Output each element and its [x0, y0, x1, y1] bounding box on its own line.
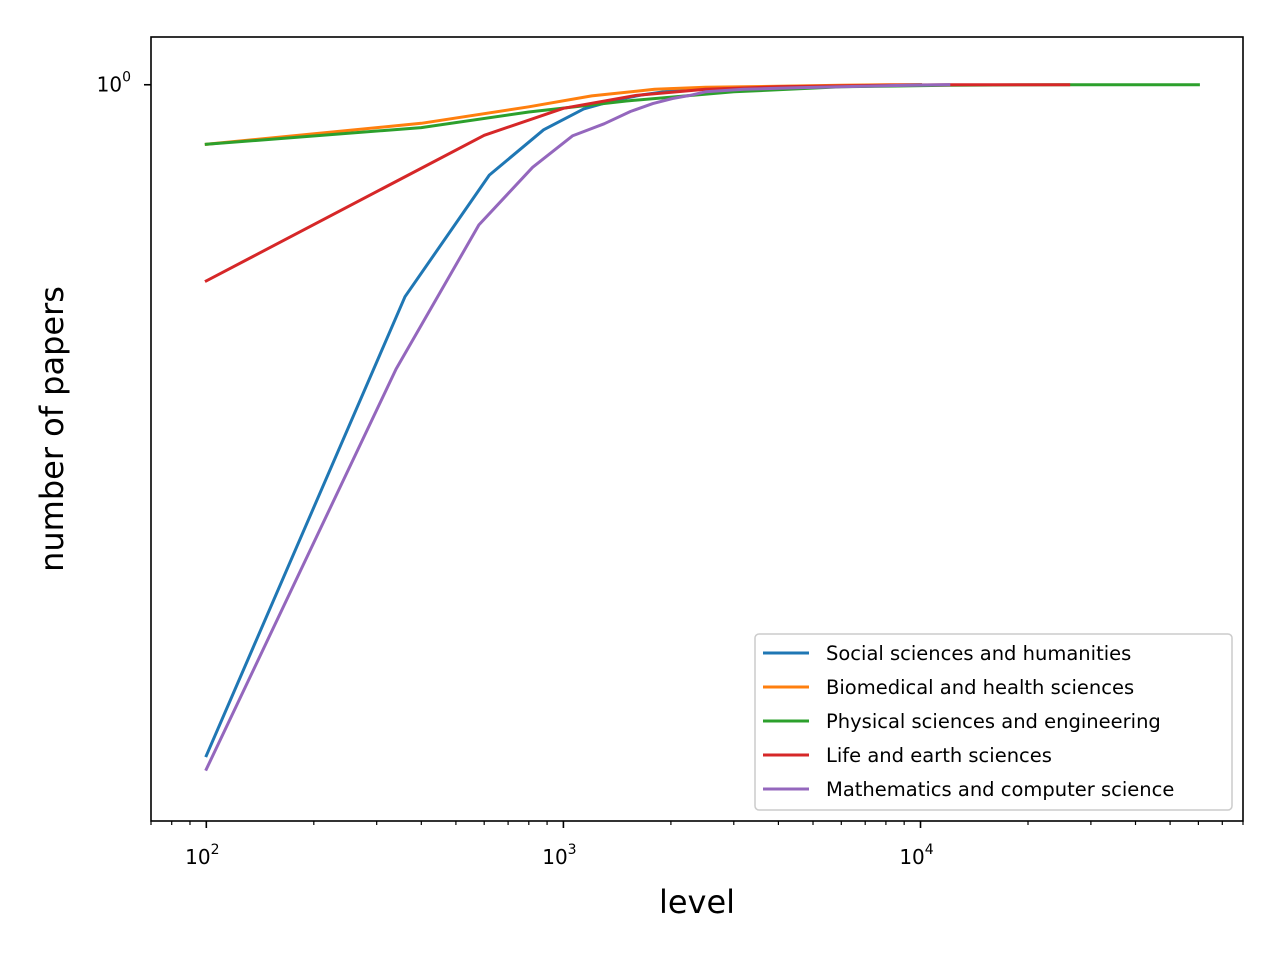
- legend-label-0: Social sciences and humanities: [826, 642, 1131, 665]
- x-tick-label-1: 103: [542, 842, 576, 869]
- series-layer: [204, 83, 1200, 772]
- legend-label-2: Physical sciences and engineering: [826, 710, 1161, 733]
- legend-label-1: Biomedical and health sciences: [826, 676, 1134, 699]
- x-tick-label-2: 104: [899, 842, 933, 869]
- plot-frame: [150, 36, 1244, 822]
- series-line-4: [204, 83, 951, 772]
- x-axis-label: level: [659, 883, 735, 921]
- y-axis-label: number of papers: [33, 286, 71, 572]
- legend-box: [754, 633, 1233, 811]
- x-tick-label-0: 102: [185, 842, 219, 869]
- legend: Social sciences and humanities Biomedical…: [754, 633, 1233, 811]
- legend-label-3: Life and earth sciences: [826, 744, 1052, 767]
- legend-label-4: Mathematics and computer science: [826, 778, 1174, 801]
- ticks-layer: 102 103 104 100: [97, 70, 1244, 869]
- y-tick-label-0: 100: [97, 70, 131, 97]
